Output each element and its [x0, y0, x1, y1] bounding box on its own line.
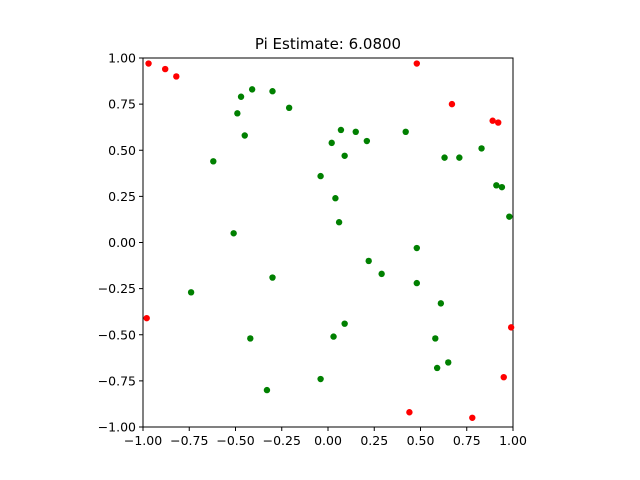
point-outside-circle	[489, 117, 496, 124]
point-inside-circle	[263, 386, 271, 394]
point-inside-circle	[230, 230, 237, 237]
x-axis: −1.00 −0.75 −0.50 −0.25 0.00 0.25 0.50 0.75 1.00	[124, 427, 527, 448]
y-tick-label: −1.00	[98, 420, 136, 435]
y-tick-label: −0.25	[98, 281, 136, 296]
data-points	[143, 60, 515, 421]
y-tick-label: 0.25	[108, 189, 136, 204]
x-tick-label: −0.75	[170, 433, 208, 448]
y-tick-label: 0.50	[108, 143, 136, 158]
y-tick-label: 1.00	[108, 51, 136, 66]
point-inside-circle	[237, 93, 245, 100]
x-tick-label: 0.50	[407, 433, 435, 448]
point-inside-circle	[247, 335, 254, 342]
x-tick-label: 0.00	[314, 433, 342, 448]
point-inside-circle	[317, 172, 324, 180]
point-inside-circle	[402, 128, 409, 135]
y-tick-label: 0.00	[108, 235, 136, 250]
point-outside-circle	[448, 100, 456, 108]
x-tick-label: −0.25	[263, 433, 301, 448]
point-inside-circle	[441, 154, 448, 161]
point-inside-circle	[456, 154, 463, 161]
point-inside-circle	[413, 244, 420, 252]
point-outside-circle	[162, 65, 169, 73]
point-inside-circle	[241, 132, 248, 139]
point-inside-circle	[341, 320, 348, 327]
point-inside-circle	[365, 257, 372, 265]
point-inside-circle	[269, 274, 276, 281]
point-inside-circle	[433, 364, 441, 372]
point-outside-circle	[406, 409, 413, 416]
x-tick-label: 0.75	[453, 433, 481, 448]
point-outside-circle	[413, 60, 420, 67]
point-outside-circle	[143, 314, 150, 322]
point-inside-circle	[337, 126, 345, 134]
point-inside-circle	[445, 359, 452, 366]
chart-title: Pi Estimate: 6.0800	[255, 35, 401, 53]
x-tick-label: 1.00	[499, 433, 527, 448]
y-tick-label: −0.50	[98, 327, 136, 342]
point-inside-circle	[498, 183, 506, 191]
point-inside-circle	[328, 139, 335, 147]
y-tick-label: 0.75	[108, 97, 136, 112]
point-inside-circle	[234, 110, 241, 117]
point-inside-circle	[478, 145, 485, 152]
point-inside-circle	[210, 158, 217, 165]
x-tick-label: 0.25	[360, 433, 388, 448]
point-outside-circle	[495, 119, 502, 126]
x-tick-label: −0.50	[216, 433, 254, 448]
point-inside-circle	[506, 213, 513, 220]
point-inside-circle	[317, 375, 324, 383]
point-inside-circle	[330, 333, 337, 340]
x-tick-label: −1.00	[124, 433, 162, 448]
point-inside-circle	[352, 128, 359, 135]
point-inside-circle	[335, 219, 343, 226]
point-inside-circle	[378, 270, 385, 278]
point-inside-circle	[437, 300, 445, 307]
point-inside-circle	[187, 289, 195, 296]
point-inside-circle	[332, 195, 339, 202]
point-inside-circle	[413, 279, 420, 287]
point-inside-circle	[248, 86, 256, 93]
y-axis: −1.00 −0.75 −0.50 −0.25 0.00 0.25 0.50 0.75 1.00	[98, 51, 143, 435]
plot-area-frame	[142, 57, 514, 428]
y-tick-label: −0.75	[98, 373, 136, 388]
point-inside-circle	[493, 182, 500, 189]
point-outside-circle	[145, 60, 152, 67]
point-inside-circle	[432, 335, 439, 342]
point-outside-circle	[507, 324, 515, 331]
point-outside-circle	[173, 73, 180, 80]
point-inside-circle	[285, 104, 293, 112]
point-outside-circle	[500, 373, 507, 381]
point-inside-circle	[363, 137, 371, 145]
point-inside-circle	[341, 152, 348, 159]
point-outside-circle	[469, 414, 476, 421]
point-inside-circle	[269, 88, 276, 95]
